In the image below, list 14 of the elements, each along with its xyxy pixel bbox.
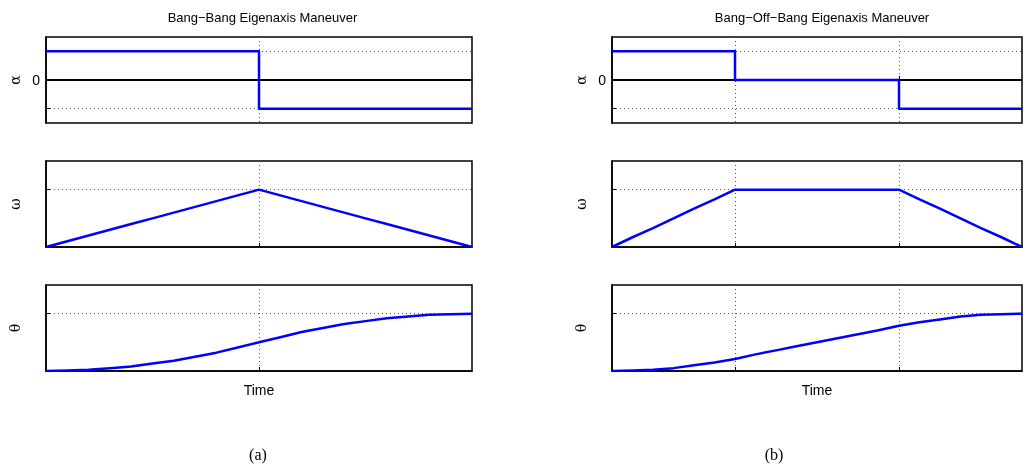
x-axis-title: Time <box>243 382 275 398</box>
y-axis-title: θ <box>7 323 23 333</box>
y-axis-title: α <box>573 74 589 85</box>
y-axis-title: θ <box>573 323 589 333</box>
chart-title: Bang−Bang Eigenaxis Maneuver <box>167 10 359 25</box>
ref-line-label: 0 <box>32 72 41 88</box>
chart-title: Bang−Off−Bang Eigenaxis Maneuver <box>714 10 930 25</box>
y-axis-title: ω <box>7 198 23 210</box>
y-axis-title: α <box>7 74 23 85</box>
x-axis-title: Time <box>801 382 833 398</box>
text: (a) <box>249 445 267 464</box>
ref-line-label: 0 <box>598 72 607 88</box>
y-axis-title: ω <box>573 198 589 210</box>
text: (b) <box>764 445 784 464</box>
